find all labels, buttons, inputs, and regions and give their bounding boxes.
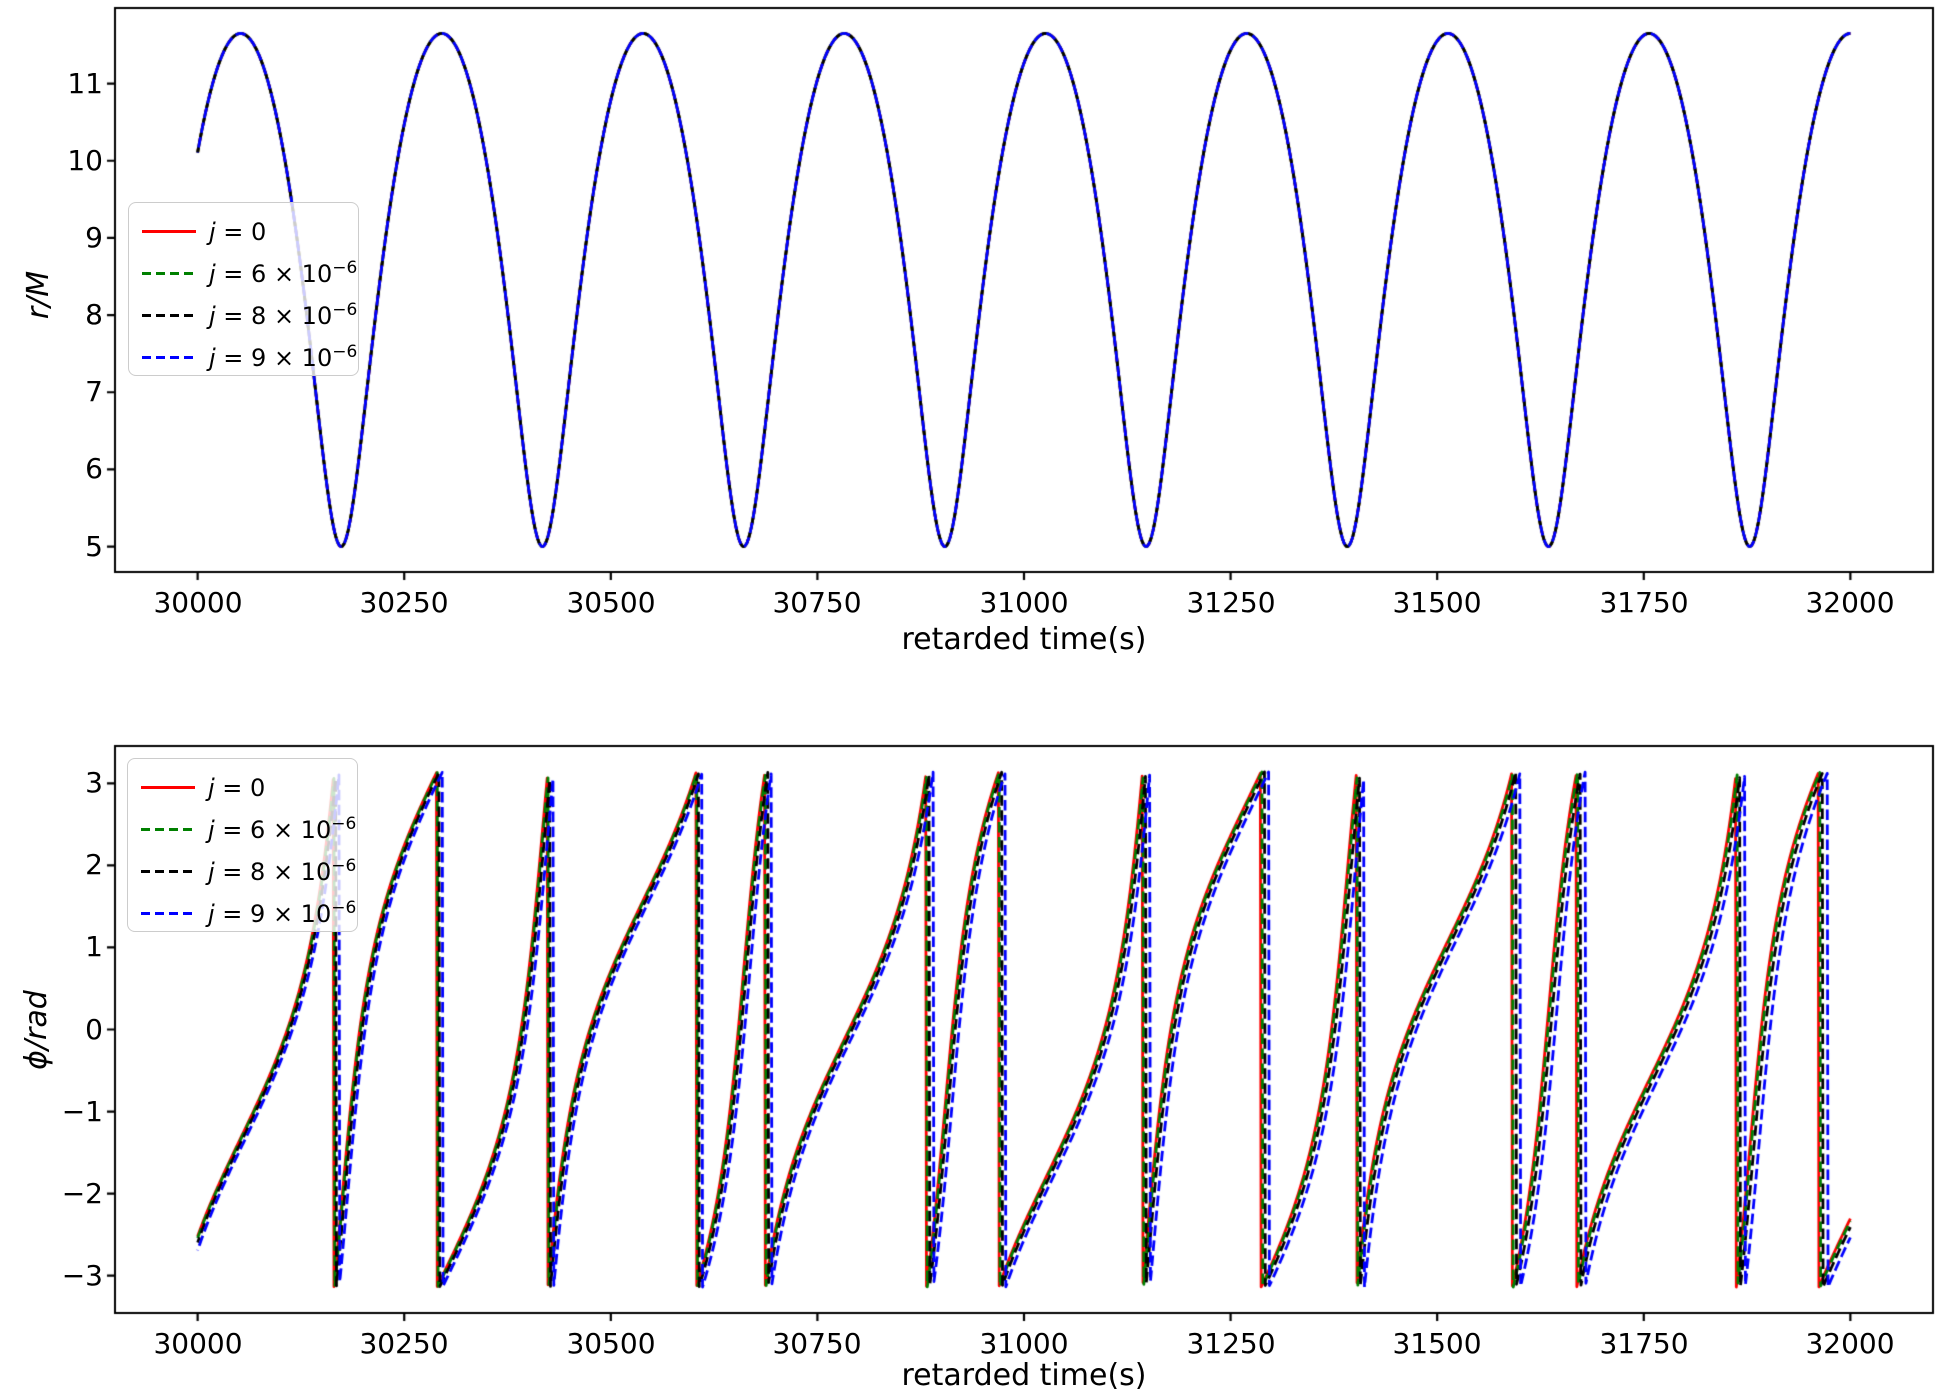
legend-label-j6e-6: j = 6 × 10−6 (209, 258, 357, 288)
top-ytick-11: 11 (67, 67, 103, 100)
legend-item-j8e-6: j = 8 × 10−6 (129, 294, 358, 336)
bottom-ytick-0: 0 (85, 1013, 103, 1046)
legend-line-sample-blue-dashed (142, 355, 196, 359)
top-ytick-7: 7 (85, 375, 103, 408)
top-xtick-31750: 31750 (1599, 586, 1689, 619)
bottom-xtick-30500: 30500 (566, 1327, 656, 1360)
legend-label-j8e-6: j = 8 × 10−6 (209, 300, 357, 330)
legend-label-j6e-6: j = 6 × 10−6 (208, 814, 356, 844)
top-xtick-30750: 30750 (772, 586, 862, 619)
top-ytick-10: 10 (67, 144, 103, 177)
legend-value-text: = 0 (214, 774, 266, 802)
legend-var-j: j (208, 816, 215, 844)
bottom-xtick-32000: 32000 (1805, 1327, 1895, 1360)
top-xtick-31500: 31500 (1392, 586, 1482, 619)
legend-item-j9e-6: j = 9 × 10−6 (129, 336, 358, 378)
legend-label-j8e-6: j = 8 × 10−6 (208, 856, 356, 886)
bottom-xtick-31250: 31250 (1186, 1327, 1276, 1360)
legend-line-sample-green-dashed (141, 827, 195, 831)
bottom-x-axis-label: retarded time(s) (901, 1358, 1147, 1393)
top-xtick-31000: 31000 (979, 586, 1069, 619)
legend-item-j0: j = 0 (128, 766, 357, 808)
legend-item-j9e-6: j = 9 × 10−6 (128, 892, 357, 934)
top-xtick-32000: 32000 (1805, 586, 1895, 619)
legend-line-sample-black-dashed (142, 313, 196, 317)
bottom-ytick-m1: −1 (61, 1095, 103, 1128)
bottom-ytick-2: 2 (85, 848, 103, 881)
bottom-xtick-30250: 30250 (359, 1327, 449, 1360)
bottom-ytick-m2: −2 (61, 1177, 103, 1210)
legend-var-j: j (208, 858, 215, 886)
legend-value-text: = 6 × 10 (214, 816, 332, 844)
legend-exponent: −6 (332, 258, 358, 278)
legend-exponent: −6 (332, 342, 358, 362)
legend-value-text: = 6 × 10 (215, 260, 333, 288)
legend-line-sample-black-dashed (141, 869, 195, 873)
legend-value-text: = 9 × 10 (214, 900, 332, 928)
legend-label-j0: j = 0 (208, 772, 265, 802)
top-ytick-6: 6 (85, 452, 103, 485)
bottom-legend-box: j = 0 j = 6 × 10−6 j = 8 × 10−6 j = 9 × … (127, 758, 358, 932)
top-legend-box: j = 0 j = 6 × 10−6 j = 8 × 10−6 j = 9 × … (128, 202, 359, 376)
bottom-xtick-31000: 31000 (979, 1327, 1069, 1360)
legend-line-sample-red-solid (141, 785, 195, 789)
top-ytick-5: 5 (85, 530, 103, 563)
legend-item-j6e-6: j = 6 × 10−6 (129, 252, 358, 294)
top-xtick-30000: 30000 (153, 586, 243, 619)
legend-value-text: = 8 × 10 (215, 302, 333, 330)
legend-item-j8e-6: j = 8 × 10−6 (128, 850, 357, 892)
legend-exponent: −6 (332, 300, 358, 320)
legend-line-sample-blue-dashed (141, 911, 195, 915)
bottom-ytick-3: 3 (85, 766, 103, 799)
legend-var-j: j (209, 344, 216, 372)
bottom-ytick-1: 1 (85, 930, 103, 963)
legend-value-text: = 9 × 10 (215, 344, 333, 372)
bottom-xtick-31500: 31500 (1392, 1327, 1482, 1360)
bottom-ytick-m3: −3 (61, 1259, 103, 1292)
top-ytick-8: 8 (85, 298, 103, 331)
legend-var-j: j (209, 302, 216, 330)
legend-label-j9e-6: j = 9 × 10−6 (209, 342, 357, 372)
legend-line-sample-green-dashed (142, 271, 196, 275)
legend-var-j: j (209, 218, 216, 246)
legend-value-text: = 0 (215, 218, 267, 246)
legend-exponent: −6 (331, 856, 357, 876)
top-ytick-9: 9 (85, 221, 103, 254)
legend-label-j0: j = 0 (209, 216, 266, 246)
top-xtick-30250: 30250 (359, 586, 449, 619)
top-xtick-30500: 30500 (566, 586, 656, 619)
legend-label-j9e-6: j = 9 × 10−6 (208, 898, 356, 928)
legend-item-j6e-6: j = 6 × 10−6 (128, 808, 357, 850)
bottom-xtick-30000: 30000 (153, 1327, 243, 1360)
legend-exponent: −6 (331, 814, 357, 834)
legend-var-j: j (208, 774, 215, 802)
legend-var-j: j (209, 260, 216, 288)
legend-exponent: −6 (331, 898, 357, 918)
legend-var-j: j (208, 900, 215, 928)
top-xtick-31250: 31250 (1186, 586, 1276, 619)
legend-item-j0: j = 0 (129, 210, 358, 252)
top-x-axis-label: retarded time(s) (901, 622, 1147, 657)
legend-line-sample-red-solid (142, 229, 196, 233)
legend-value-text: = 8 × 10 (214, 858, 332, 886)
bottom-xtick-30750: 30750 (772, 1327, 862, 1360)
bottom-xtick-31750: 31750 (1599, 1327, 1689, 1360)
